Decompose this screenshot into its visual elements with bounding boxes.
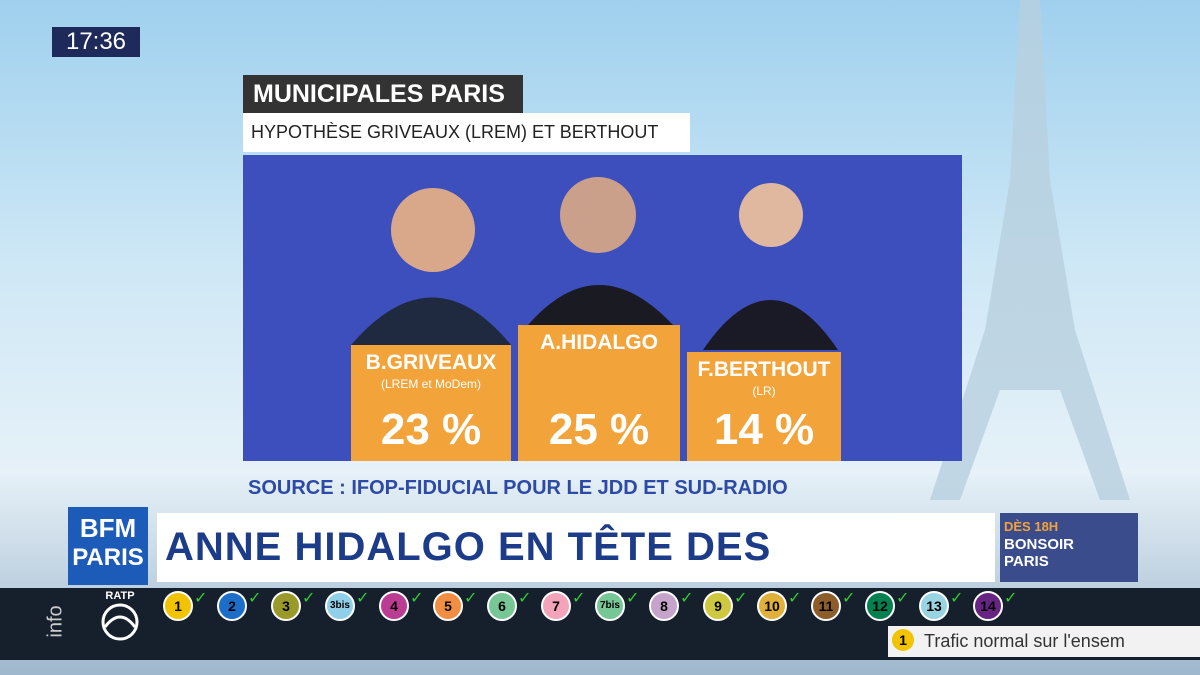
- metro-line: 10: [757, 591, 787, 621]
- candidate-name: B.GRIVEAUX: [365, 351, 497, 374]
- candidate-box: A.HIDALGO 25 %: [518, 325, 680, 461]
- status-check: ✓: [248, 590, 262, 607]
- candidate-box: F.BERTHOUT (LR) 14 %: [687, 352, 841, 461]
- candidate-box: B.GRIVEAUX (LREM et MoDem) 23 %: [351, 345, 511, 461]
- metro-line: 3bis: [325, 591, 355, 621]
- headline: ANNE HIDALGO EN TÊTE DES SONDAGES: [157, 513, 995, 638]
- logo-city: PARIS: [72, 544, 144, 571]
- candidate-name: A.HIDALGO: [540, 331, 658, 354]
- metro-line: 7: [541, 591, 571, 621]
- metro-line: 11: [811, 591, 841, 621]
- metro-line: 1: [163, 591, 193, 621]
- promo: DÈS 18H BONSOIR PARIS: [1000, 513, 1138, 582]
- traffic-bar: 1 Trafic normal sur l'ensem: [888, 626, 1200, 657]
- channel-logo: BFM PARIS: [68, 507, 148, 585]
- status-check: ✓: [410, 590, 424, 607]
- info-label: info: [44, 605, 67, 638]
- traffic-text: Trafic normal sur l'ensem: [924, 631, 1125, 651]
- metro-line: 6: [487, 591, 517, 621]
- metro-line: 12: [865, 591, 895, 621]
- candidate-name: F.BERTHOUT: [697, 358, 831, 381]
- status-check: ✓: [842, 590, 856, 607]
- status-check: ✓: [572, 590, 586, 607]
- status-check: ✓: [194, 590, 208, 607]
- logo-text: BFM: [79, 513, 137, 543]
- panel-title: MUNICIPALES PARIS: [243, 75, 523, 113]
- metro-line: 3: [271, 591, 301, 621]
- candidate-score: 25 %: [548, 405, 650, 454]
- metro-line: 13: [919, 591, 949, 621]
- metro-line: 2: [217, 591, 247, 621]
- metro-line: 5: [433, 591, 463, 621]
- status-check: ✓: [896, 590, 910, 607]
- status-check: ✓: [788, 590, 802, 607]
- ratp-icon: [101, 603, 139, 641]
- metro-line: 4: [379, 591, 409, 621]
- portraits: [351, 177, 838, 350]
- status-check: ✓: [518, 590, 532, 607]
- status-check: ✓: [950, 590, 964, 607]
- source: SOURCE : IFOP-FIDUCIAL POUR LE JDD ET SU…: [248, 477, 788, 499]
- status-check: ✓: [626, 590, 640, 607]
- ratp-logo: RATP: [85, 590, 155, 652]
- eiffel-tower: [930, 0, 1130, 500]
- clock: 17:36: [52, 27, 140, 57]
- traffic-line: 1: [892, 629, 914, 651]
- status-check: ✓: [734, 590, 748, 607]
- candidate-party: (LREM et MoDem): [380, 377, 481, 391]
- metro-line: 7bis: [595, 591, 625, 621]
- status-check: ✓: [356, 590, 370, 607]
- panel-subtitle: HYPOTHÈSE GRIVEAUX (LREM) ET BERTHOUT (L…: [243, 113, 690, 181]
- metro-line: 9: [703, 591, 733, 621]
- status-check: ✓: [302, 590, 316, 607]
- metro-line: 8: [649, 591, 679, 621]
- status-check: ✓: [680, 590, 694, 607]
- promo-show: BONSOIR PARIS: [1004, 536, 1075, 570]
- status-check: ✓: [1004, 590, 1018, 607]
- candidate-score: 14 %: [713, 405, 815, 454]
- ratp-text: RATP: [105, 590, 135, 602]
- promo-time: DÈS 18H: [1004, 519, 1059, 534]
- candidate-score: 23 %: [380, 405, 482, 454]
- candidate-party: (LR): [752, 384, 776, 398]
- metro-line: 14: [973, 591, 1003, 621]
- status-check: ✓: [464, 590, 478, 607]
